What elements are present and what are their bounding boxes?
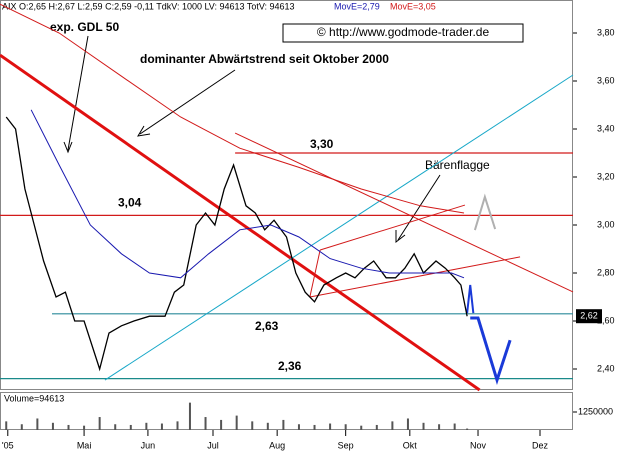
volume-bar: [204, 417, 207, 430]
last-price-label: 2,62: [580, 311, 598, 321]
source: © http://www.godmode-trader.de: [317, 25, 490, 39]
volume-bar: [297, 424, 300, 430]
volume-bar: [360, 425, 363, 430]
volume-bar: [453, 423, 456, 430]
volume-bar: [145, 422, 148, 430]
annotation: dominanter Abwärtstrend seit Oktober 200…: [140, 52, 389, 66]
y-tick-label: 3,20: [597, 171, 615, 181]
volume-bar: [67, 424, 70, 430]
x-tick-label: Jun: [141, 440, 156, 450]
x-tick-label: Dez: [532, 440, 549, 450]
trend-line: [0, 53, 481, 392]
source-box: [282, 23, 524, 43]
volume-bar: [114, 424, 117, 430]
trend-line: [319, 204, 466, 251]
volume-bar: [160, 423, 163, 430]
x-tick-label: Mai: [77, 440, 92, 450]
legend-ma: MovE=3,05: [390, 1, 436, 11]
volume-bar: [344, 424, 347, 430]
volume-bar: [375, 424, 378, 430]
volume-bar: [466, 428, 469, 430]
series-line: [0, 3, 465, 214]
level-label: 3,04: [118, 196, 142, 210]
y-tick-label: 3,00: [597, 219, 615, 229]
volume-frame: [0, 392, 573, 430]
volume-bar: [176, 421, 179, 430]
level-label: 2,63: [255, 319, 279, 333]
trend-line: [470, 316, 512, 386]
annotation: exp. GDL 50: [50, 20, 119, 34]
trend-line: [466, 284, 475, 314]
trend-line: [234, 132, 574, 293]
volume-bar: [83, 425, 86, 430]
y-tick-label: 2,40: [597, 363, 615, 373]
price-frame: [0, 0, 573, 390]
x-tick-label: Aug: [269, 440, 285, 450]
trend-line: [473, 193, 497, 231]
volume-bar: [251, 421, 254, 430]
x-tick-label: Nov: [470, 440, 487, 450]
volume-bar: [266, 422, 269, 430]
volume-bar: [5, 421, 8, 430]
volume-title: Volume=94613: [4, 393, 64, 403]
volume-bar: [329, 423, 332, 430]
volume-bar: [98, 417, 101, 430]
volume-bar: [438, 424, 441, 430]
volume-bar: [51, 422, 54, 430]
series-line: [30, 109, 465, 279]
legend-ma: MovE=2,79: [334, 1, 380, 11]
y-tick-label: 2,60: [597, 315, 615, 325]
legend-price: AIX O:2,65 H:2,67 L:2,59 C:2,59 -0,11 Td…: [2, 1, 295, 11]
volume-bar: [391, 421, 394, 430]
volume-bar: [129, 424, 132, 430]
volume-bar: [20, 424, 23, 430]
volume-bar: [188, 402, 191, 430]
volume-bar: [282, 419, 285, 430]
arrows: [63, 35, 441, 244]
y-tick-label: 1250000: [578, 406, 613, 416]
trend-line: [104, 74, 574, 381]
x-tick-label: '05: [2, 440, 14, 450]
level-label: 3,30: [310, 137, 334, 151]
volume-bar: [422, 422, 425, 430]
level-label: 2,36: [278, 359, 302, 373]
x-tick-label: Sep: [338, 440, 354, 450]
volume-bar: [235, 415, 238, 430]
y-tick-label: 3,80: [597, 27, 615, 37]
volume-bar: [313, 424, 316, 430]
volume-bar: [406, 418, 409, 430]
x-tick-label: Jul: [207, 440, 219, 450]
y-tick-label: 3,40: [597, 123, 615, 133]
last-price-box: [576, 309, 602, 324]
y-tick-label: 3,60: [597, 75, 615, 85]
trend-line: [309, 249, 321, 298]
y-tick-label: 2,80: [597, 267, 615, 277]
trend-line: [309, 256, 521, 298]
volume-bar: [36, 418, 39, 430]
volume-bar: [220, 419, 223, 430]
annotation: Bärenflagge: [425, 158, 490, 172]
x-tick-label: Okt: [403, 440, 418, 450]
